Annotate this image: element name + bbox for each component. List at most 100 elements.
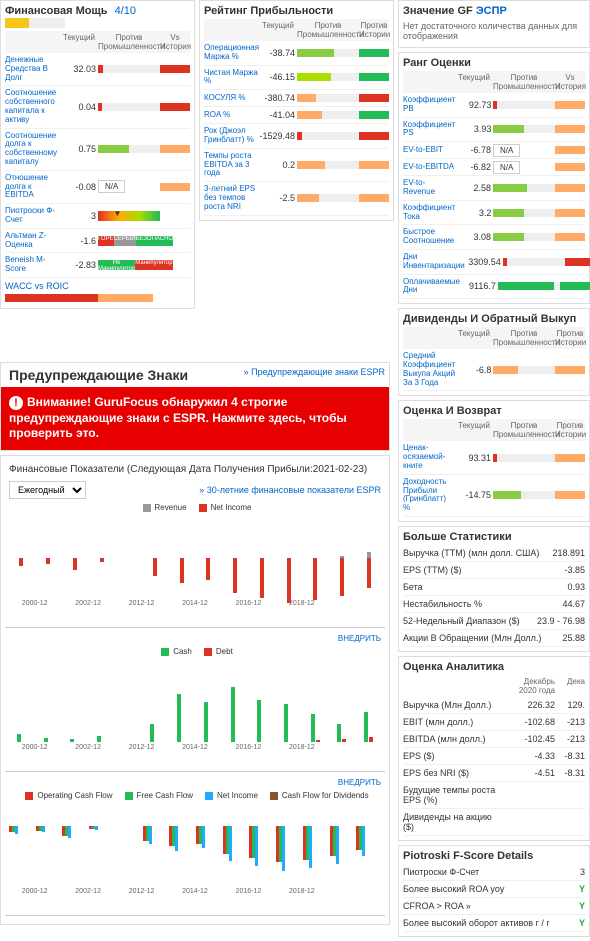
metric-row: Отношение долга к EBITDA-0.08N/A	[5, 171, 190, 204]
industry-bar	[498, 281, 560, 291]
panel-title: Дивиденды И Обратный Выкуп	[403, 313, 585, 325]
metric-label[interactable]: EV-to-EBIT	[403, 146, 455, 155]
history-bar	[160, 103, 190, 111]
metric-label[interactable]: Оплачиваемые Дни	[403, 278, 460, 296]
metric-row: Чистая Маржа %-46.15	[204, 66, 389, 91]
financials-title: Финансовые Показатели (Следующая Дата По…	[5, 460, 385, 479]
metric-value: -1.6	[60, 236, 98, 246]
industry-bar: N/A	[493, 162, 555, 172]
metric-value: -6.8	[455, 365, 493, 375]
table-header: ТекущийПротив ПромышленностиПротив Истор…	[204, 19, 389, 41]
metric-label[interactable]: Отношение долга к EBITDA	[5, 174, 60, 200]
metric-value: -46.15	[259, 72, 297, 82]
piotroski-panel: Piotroski F-Score Details Пиотроски Ф-Сч…	[398, 845, 590, 937]
metric-label[interactable]: Рок (Джоэл Гринблатт) %	[204, 127, 259, 145]
warning-link[interactable]: » Предупреждающие знаки ESPR	[244, 367, 385, 377]
metric-label[interactable]: Ценак-осязаемой-книге	[403, 444, 455, 470]
metric-label[interactable]: Альтман Z-Оценка	[5, 232, 60, 250]
metric-value: 0.75	[60, 144, 98, 154]
metric-value: -1529.48	[259, 131, 297, 141]
metric-label[interactable]: Средний Коэффициент Выкупа Акций За 3 Го…	[403, 352, 455, 387]
industry-bar	[297, 193, 359, 203]
warning-alert[interactable]: !Внимание! GuruFocus обнаружил 4 строгие…	[1, 387, 389, 450]
stats-row: 52-Недельный Диапазон ($)23.9 - 76.98	[403, 613, 585, 630]
industry-bar	[98, 144, 160, 154]
panel-title: Ранг Оценки	[403, 57, 585, 69]
metric-row: Альтман Z-Оценка-1.6ГОРЕСЕРЫЙБЕЗОПАСНО	[5, 229, 190, 254]
metric-label[interactable]: 3-летний EPS без темпов роста NRI	[204, 185, 259, 211]
history-bar	[160, 237, 190, 245]
stats-row: Бета0.93	[403, 579, 585, 596]
embed-link[interactable]: ВНЕДРИТЬ	[5, 776, 385, 789]
metric-label[interactable]: Быстрое Соотношение	[403, 228, 455, 246]
history-bar	[560, 282, 590, 290]
history-bar	[555, 146, 585, 154]
metric-row: EV-to-EBITDA-6.82N/A	[403, 159, 585, 176]
metric-label[interactable]: Соотношение собственного капитала к акти…	[5, 89, 60, 124]
panel-title: Piotroski F-Score Details	[403, 850, 585, 862]
financials-panel: Финансовые Показатели (Следующая Дата По…	[0, 455, 390, 925]
metric-label[interactable]: Дни Инвентаризации	[403, 253, 465, 271]
financials-link[interactable]: » 30-летние финансовые показатели ESPR	[199, 485, 381, 495]
period-select[interactable]: Ежегодный	[9, 481, 86, 499]
cashflow-chart: 2000-122002-122012-122014-122016-122018-…	[5, 806, 385, 916]
dividends-panel: Дивиденды И Обратный Выкуп ТекущийПротив…	[398, 308, 590, 396]
metric-value: 92.73	[455, 100, 493, 110]
metric-row: Операционная Маржа %-38.74	[204, 41, 389, 66]
history-bar	[359, 132, 389, 140]
history-bar	[555, 125, 585, 133]
metric-label[interactable]: Операционная Маржа %	[204, 44, 259, 62]
metric-label[interactable]: Доходность Прибыли (Гринблатт) %	[403, 478, 455, 513]
returns-panel: Оценка И Возврат ТекущийПротив Промышлен…	[398, 400, 590, 522]
metric-label[interactable]: КОСУЛЯ %	[204, 94, 259, 103]
history-bar	[555, 454, 585, 462]
industry-bar: ▼	[98, 211, 160, 221]
revenue-income-chart: 2000-122002-122012-122014-122016-122018-…	[5, 518, 385, 628]
history-bar	[555, 491, 585, 499]
metric-label[interactable]: Коэффициент PB	[403, 96, 455, 114]
industry-bar	[297, 131, 359, 141]
table-header: ТекущийПротив ПромышленностиVs История	[5, 31, 190, 53]
metric-label[interactable]: Коэффициент Тока	[403, 204, 455, 222]
warning-title: Предупреждающие Знаки	[5, 363, 192, 387]
wacc-link[interactable]: WACC vs ROIC	[5, 278, 190, 294]
metric-row: Ценак-осязаемой-книге93.31	[403, 441, 585, 474]
industry-bar	[297, 72, 359, 82]
industry-bar	[297, 93, 359, 103]
metric-label[interactable]: Коэффициент PS	[403, 121, 455, 139]
metric-label[interactable]: Beneish M-Score	[5, 256, 60, 274]
analyst-row: EBITDA (млн долл.)-102.45-213	[403, 731, 585, 748]
stats-panel: Больше Статистики Выручка (TTM) (млн дол…	[398, 526, 590, 652]
metric-row: Средний Коэффициент Выкупа Акций За 3 Го…	[403, 349, 585, 391]
metric-row: Дни Инвентаризации3309.54	[403, 250, 585, 275]
history-bar	[555, 184, 585, 192]
embed-link[interactable]: ВНЕДРИТЬ	[5, 632, 385, 645]
cash-debt-chart: 2000-122002-122012-122014-122016-122018-…	[5, 662, 385, 772]
metric-value: 3.08	[455, 232, 493, 242]
metric-label[interactable]: Денежные Средства В Долг	[5, 56, 60, 82]
metric-row: Коэффициент PB92.73	[403, 93, 585, 118]
metric-row: 3-летний EPS без темпов роста NRI-2.5	[204, 182, 389, 215]
metric-value: -41.04	[259, 110, 297, 120]
metric-value: -14.75	[455, 490, 493, 500]
metric-label[interactable]: Чистая Маржа %	[204, 69, 259, 87]
metric-row: Доходность Прибыли (Гринблатт) %-14.75	[403, 475, 585, 517]
metric-row: Соотношение собственного капитала к акти…	[5, 86, 190, 128]
metric-row: EV-to-EBIT-6.78N/A	[403, 142, 585, 159]
metric-value: 3	[60, 211, 98, 221]
metric-row: Коэффициент PS3.93	[403, 118, 585, 143]
industry-bar: N/A	[98, 182, 160, 192]
piotroski-row: Более высокий оборот активов г / гY	[403, 915, 585, 932]
metric-label[interactable]: Темпы роста EBITDA за 3 года	[204, 152, 259, 178]
metric-label[interactable]: ROA %	[204, 111, 259, 120]
table-header: ТекущийПротив ПромышленностиПротив Истор…	[403, 327, 585, 349]
table-header: Декабрь 2020 годаДека	[403, 675, 585, 697]
metric-label[interactable]: EV-to-EBITDA	[403, 163, 455, 172]
metric-label[interactable]: EV-to-Revenue	[403, 179, 455, 197]
metric-label[interactable]: Пиотроски Ф-Счет	[5, 207, 60, 225]
history-bar	[359, 73, 389, 81]
metric-row: ROA %-41.04	[204, 107, 389, 124]
metric-row: Оплачиваемые Дни9116.7	[403, 275, 585, 300]
metric-value: 3.2	[455, 208, 493, 218]
metric-label[interactable]: Соотношение долга к собственному капитал…	[5, 132, 60, 167]
